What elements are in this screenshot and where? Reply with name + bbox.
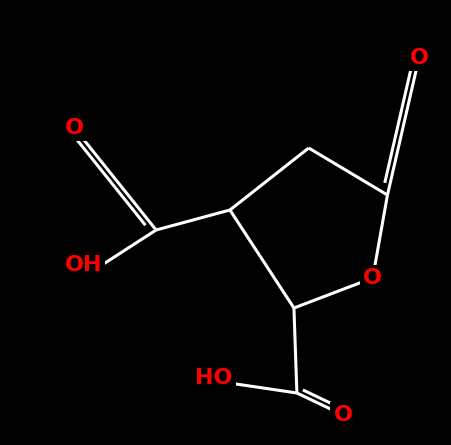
Text: O: O bbox=[65, 118, 84, 138]
Text: HO: HO bbox=[195, 368, 232, 388]
Text: O: O bbox=[363, 268, 382, 288]
Text: O: O bbox=[409, 48, 428, 68]
Text: OH: OH bbox=[64, 255, 102, 275]
Text: O: O bbox=[333, 405, 352, 425]
